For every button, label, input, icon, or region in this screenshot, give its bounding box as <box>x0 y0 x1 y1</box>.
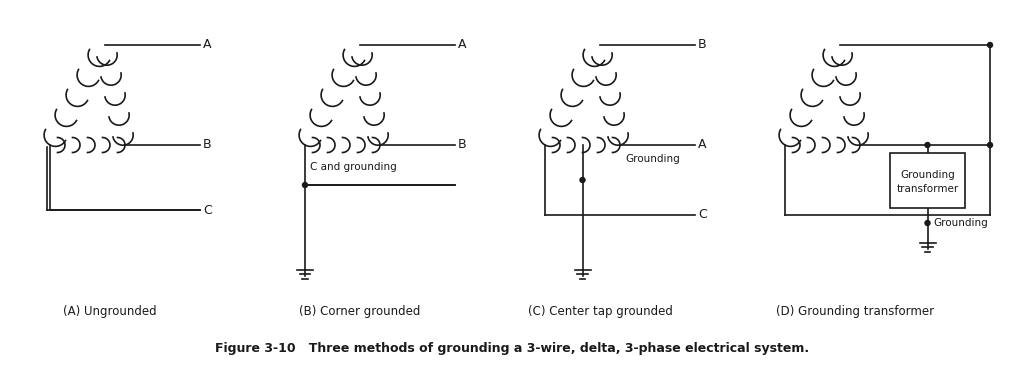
Text: (C) Center tap grounded: (C) Center tap grounded <box>527 305 673 318</box>
Text: B: B <box>203 138 212 152</box>
Text: A: A <box>458 38 467 52</box>
Circle shape <box>987 42 992 48</box>
Bar <box>890 153 965 208</box>
Text: B: B <box>458 138 467 152</box>
Circle shape <box>925 142 930 148</box>
Text: A: A <box>698 138 707 152</box>
Text: C and grounding: C and grounding <box>310 162 396 172</box>
Text: Grounding: Grounding <box>625 154 680 164</box>
Circle shape <box>580 177 585 183</box>
Circle shape <box>925 221 930 225</box>
Circle shape <box>302 183 307 187</box>
Text: (B) Corner grounded: (B) Corner grounded <box>299 305 421 318</box>
Text: C: C <box>203 203 212 217</box>
Text: (D) Grounding transformer: (D) Grounding transformer <box>776 305 934 318</box>
Text: Grounding: Grounding <box>900 169 954 179</box>
Text: Grounding: Grounding <box>934 218 988 228</box>
Text: (A) Ungrounded: (A) Ungrounded <box>63 305 157 318</box>
Text: B: B <box>698 38 707 52</box>
Circle shape <box>987 142 992 148</box>
Text: A: A <box>203 38 212 52</box>
Text: C: C <box>698 208 707 221</box>
Text: Figure 3-10   Three methods of grounding a 3-wire, delta, 3-phase electrical sys: Figure 3-10 Three methods of grounding a… <box>215 342 809 355</box>
Text: transformer: transformer <box>896 183 958 193</box>
